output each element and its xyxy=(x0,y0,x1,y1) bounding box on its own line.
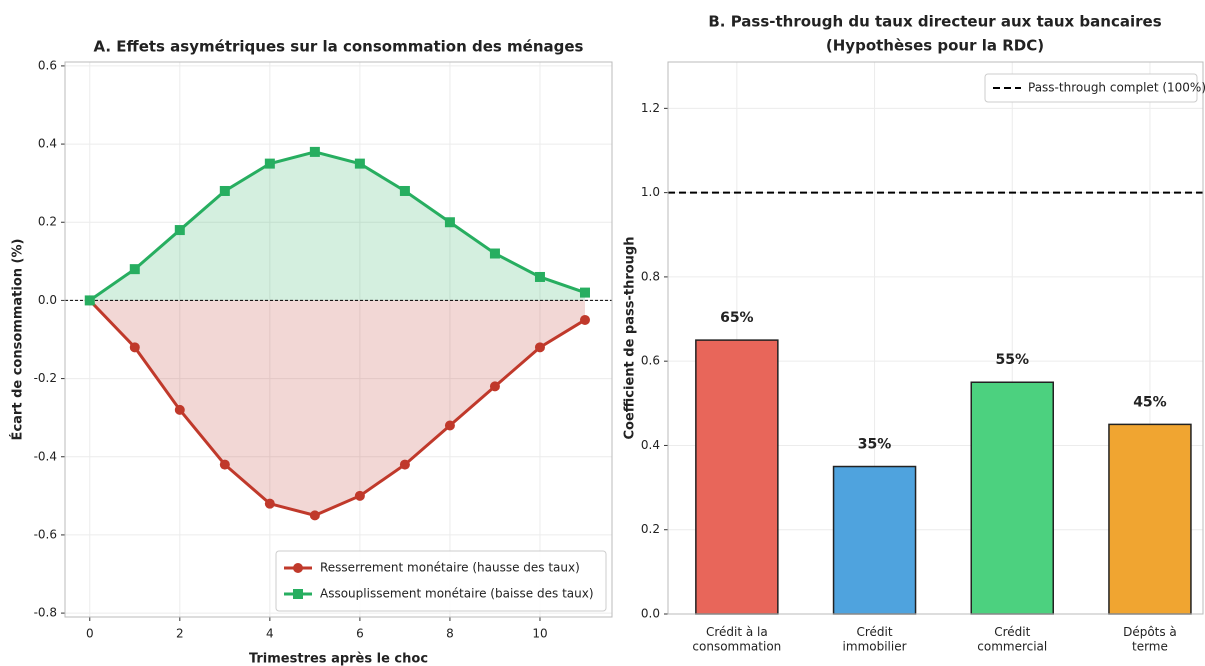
y-tick-label: 0.4 xyxy=(641,438,660,452)
value-label: 55% xyxy=(995,352,1029,368)
bar xyxy=(1108,423,1192,615)
legend-label: Assouplissement monétaire (baisse des ta… xyxy=(320,587,594,601)
bar xyxy=(970,381,1054,615)
y-tick-label: 1.0 xyxy=(641,185,660,199)
y-axis-label: Coefficient de pass-through xyxy=(623,237,638,440)
y-tick-label: 1.2 xyxy=(641,101,660,115)
series-line xyxy=(88,299,586,517)
marker xyxy=(174,404,185,415)
marker xyxy=(489,381,500,392)
chart-title: A. Effets asymétriques sur la consommati… xyxy=(93,38,583,56)
legend xyxy=(275,550,607,612)
y-tick-label: -0.4 xyxy=(34,449,57,463)
x-tick-label: 10 xyxy=(532,627,547,641)
marker xyxy=(444,217,455,228)
x-tick-label: 6 xyxy=(356,627,364,641)
x-tick-label: 8 xyxy=(446,627,454,641)
y-tick-label: 0.2 xyxy=(641,522,660,536)
legend-marker xyxy=(293,563,303,573)
y-tick-label: 0.4 xyxy=(38,137,57,151)
chart-subtitle: (Hypothèses pour la RDC) xyxy=(826,37,1044,55)
x-tick-label: Crédit immobilier xyxy=(843,625,907,653)
x-tick-label: 0 xyxy=(86,627,94,641)
marker xyxy=(399,459,410,470)
x-tick-label: Dépôts à terme xyxy=(1123,625,1177,653)
x-tick-label: Crédit commercial xyxy=(977,625,1047,653)
x-tick-label: Crédit à la consommation xyxy=(692,625,781,653)
y-tick-label: 0.0 xyxy=(641,607,660,621)
x-tick-label: 4 xyxy=(266,627,274,641)
y-tick-label: -0.8 xyxy=(34,606,57,620)
y-tick-label: 0.2 xyxy=(38,215,57,229)
marker xyxy=(444,420,455,431)
x-tick-label: 2 xyxy=(176,627,184,641)
y-tick-label: 0.0 xyxy=(38,293,57,307)
value-label: 65% xyxy=(720,310,754,326)
marker xyxy=(534,342,545,353)
x-axis-label: Trimestres après le choc xyxy=(249,652,428,666)
legend-marker xyxy=(293,589,303,599)
value-label: 35% xyxy=(858,437,892,453)
bar xyxy=(832,465,917,615)
bar xyxy=(695,339,779,615)
plot-frame xyxy=(64,61,613,618)
marker xyxy=(264,158,275,169)
marker xyxy=(354,158,365,169)
marker xyxy=(309,146,320,157)
y-tick-label: -0.2 xyxy=(34,371,57,385)
marker xyxy=(219,185,230,196)
marker xyxy=(489,248,500,259)
legend-label: Resserrement monétaire (hausse des taux) xyxy=(320,561,580,575)
marker xyxy=(264,498,275,509)
marker xyxy=(84,295,95,306)
legend-label: Pass-through complet (100%) xyxy=(1028,81,1205,95)
chart-title: B. Pass-through du taux directeur aux ta… xyxy=(708,13,1161,31)
y-tick-label: 0.6 xyxy=(38,58,57,72)
marker xyxy=(309,510,320,521)
y-tick-label: 0.8 xyxy=(641,269,660,283)
marker xyxy=(129,342,140,353)
marker xyxy=(219,459,230,470)
y-tick-label: -0.6 xyxy=(34,527,57,541)
area-fill xyxy=(89,151,585,301)
value-label: 45% xyxy=(1133,394,1167,410)
marker xyxy=(129,264,140,275)
marker xyxy=(399,185,410,196)
plot-frame xyxy=(667,61,1204,615)
series-line xyxy=(88,150,586,302)
marker xyxy=(534,271,545,282)
marker xyxy=(354,490,365,501)
y-tick-label: 0.6 xyxy=(641,354,660,368)
marker xyxy=(579,314,590,325)
area-fill xyxy=(89,300,585,516)
marker xyxy=(579,287,590,298)
legend xyxy=(984,73,1198,103)
y-axis-label: Écart de consommation (%) xyxy=(10,239,26,441)
marker xyxy=(174,225,185,236)
